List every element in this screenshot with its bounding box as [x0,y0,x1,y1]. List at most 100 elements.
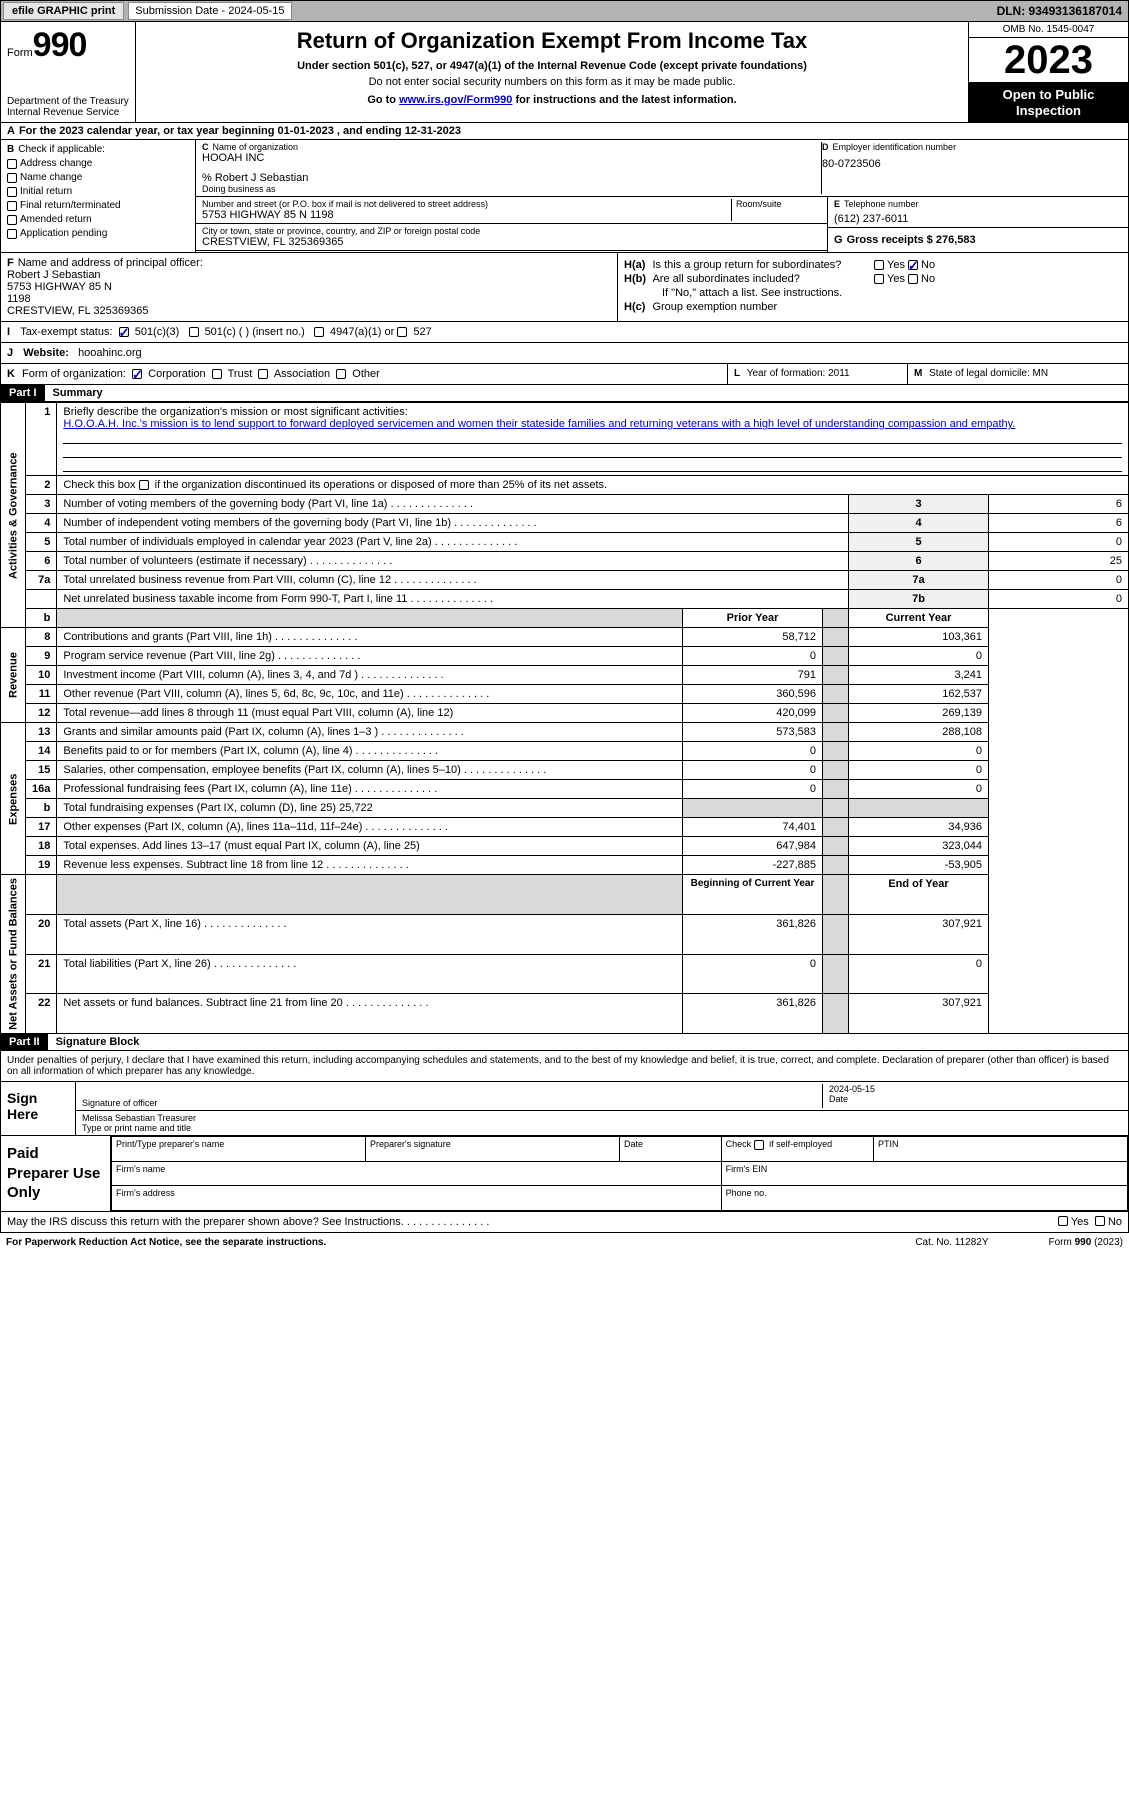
hdr-prior: Prior Year [683,609,823,628]
sign-here-label: Sign Here [1,1082,76,1135]
exp-19-p: -227,885 [683,856,823,875]
rev-10-c: 3,241 [849,666,989,685]
sig-date: 2024-05-15 [829,1084,1122,1094]
dln: DLN: 93493136187014 [997,4,1128,18]
hb-note: If "No," attach a list. See instructions… [624,287,1122,299]
line3-text: Number of voting members of the governin… [63,498,387,510]
line6-text: Total number of volunteers (estimate if … [63,555,306,567]
hb-yes: Yes [887,273,905,285]
chk-4947[interactable] [314,327,324,337]
chk-application-pending[interactable] [7,229,17,239]
rev-11-t: Other revenue (Part VIII, column (A), li… [63,688,403,700]
irs-link[interactable]: www.irs.gov/Form990 [399,94,512,106]
net-20-p: 361,826 [683,914,823,954]
chk-self-employed[interactable] [754,1140,764,1150]
exp-14-n: 14 [26,742,57,761]
officer-addr1: 5753 HIGHWAY 85 N [7,281,611,293]
section-e-g: ETelephone number (612) 237-6011 GGross … [828,197,1128,252]
net-22-c: 307,921 [849,994,989,1034]
opt-501c: 501(c) ( ) (insert no.) [205,326,305,338]
chk-name-change[interactable] [7,173,17,183]
top-bar: efile GRAPHIC print Submission Date - 20… [0,0,1129,22]
domicile: MN [1033,368,1049,379]
chk-hb-yes[interactable] [874,274,884,284]
form-title: Return of Organization Exempt From Incom… [146,28,958,54]
open-inspection: Open to Public Inspection [969,83,1128,122]
chk-discuss-no[interactable] [1095,1216,1105,1226]
exp-19-t: Revenue less expenses. Subtract line 18 … [63,859,323,871]
firm-addr-label: Firm's address [112,1186,722,1211]
row-i: I Tax-exempt status: 501(c)(3) 501(c) ( … [0,322,1129,343]
chk-hb-no[interactable] [908,274,918,284]
section-b-title: Check if applicable: [18,144,105,155]
exp-17-t: Other expenses (Part IX, column (A), lin… [63,821,362,833]
rev-9-p: 0 [683,647,823,666]
cat-no: Cat. No. 11282Y [915,1237,988,1248]
efile-button[interactable]: efile GRAPHIC print [3,2,124,20]
tab-revenue: Revenue [1,628,26,723]
net-22-n: 22 [26,994,57,1034]
line7b-text: Net unrelated business taxable income fr… [63,593,407,605]
chk-discuss-yes[interactable] [1058,1216,1068,1226]
ha-label: Is this a group return for subordinates? [652,259,841,271]
link-post: for instructions and the latest informat… [512,94,736,106]
exp-13-c: 288,108 [849,723,989,742]
domicile-label: State of legal domicile: [929,368,1030,379]
link-pre: Go to [367,94,399,106]
rev-9-n: 9 [26,647,57,666]
form-number-box: Form990 Department of the Treasury Inter… [1,22,136,122]
exp-19-n: 19 [26,856,57,875]
tax-status-label: Tax-exempt status: [20,326,112,338]
exp-16a-t: Professional fundraising fees (Part IX, … [63,783,351,795]
exp-15-c: 0 [849,761,989,780]
section-d: DEmployer identification number 80-07235… [822,142,1122,194]
year-formation-label: Year of formation: [747,368,826,379]
mission-text[interactable]: H.O.O.A.H. Inc.'s mission is to lend sup… [63,418,1015,430]
hb-label: Are all subordinates included? [652,273,799,285]
chk-final-return[interactable] [7,201,17,211]
hb-no: No [921,273,935,285]
chk-initial-return[interactable] [7,187,17,197]
exp-17-p: 74,401 [683,818,823,837]
exp-18-p: 647,984 [683,837,823,856]
section-f-h: FName and address of principal officer: … [0,253,1129,322]
rev-8-c: 103,361 [849,628,989,647]
discuss-row: May the IRS discuss this return with the… [0,1212,1129,1233]
net-20-t: Total assets (Part X, line 16) [63,918,201,930]
chk-501c[interactable] [189,327,199,337]
tab-expenses: Expenses [1,723,26,875]
line3-val: 6 [989,495,1129,514]
rev-10-p: 791 [683,666,823,685]
line7b-val: 0 [989,590,1129,609]
header-right: OMB No. 1545-0047 2023 Open to Public In… [968,22,1128,122]
hc-label: Group exemption number [652,301,777,313]
preparer-table: Print/Type preparer's name Preparer's si… [111,1136,1128,1211]
chk-corp[interactable] [132,369,142,379]
exp-16a-p: 0 [683,780,823,799]
paid-preparer-label: Paid Preparer Use Only [1,1136,111,1211]
form-subtitle-1: Under section 501(c), 527, or 4947(a)(1)… [146,60,958,72]
form-link-row: Go to www.irs.gov/Form990 for instructio… [146,94,958,106]
signature-section: Under penalties of perjury, I declare th… [0,1051,1129,1212]
chk-527[interactable] [397,327,407,337]
chk-line2[interactable] [139,480,149,490]
chk-ha-yes[interactable] [874,260,884,270]
net-21-p: 0 [683,954,823,994]
officer-addr3: CRESTVIEW, FL 325369365 [7,305,611,317]
chk-ha-no[interactable] [908,260,918,270]
chk-amended-return[interactable] [7,215,17,225]
rev-9-t: Program service revenue (Part VIII, line… [63,650,275,662]
row-a-period: AFor the 2023 calendar year, or tax year… [0,123,1129,140]
exp-18-t: Total expenses. Add lines 13–17 (must eq… [63,840,419,852]
exp-16a-n: 16a [26,780,57,799]
chk-address-change[interactable] [7,159,17,169]
sig-date-label: Date [829,1094,848,1104]
net-20-c: 307,921 [849,914,989,954]
prep-self-label: Check [726,1139,754,1149]
chk-other[interactable] [336,369,346,379]
website-label: Website: [23,347,69,359]
exp-19-c: -53,905 [849,856,989,875]
chk-trust[interactable] [212,369,222,379]
chk-501c3[interactable] [119,327,129,337]
chk-assoc[interactable] [258,369,268,379]
